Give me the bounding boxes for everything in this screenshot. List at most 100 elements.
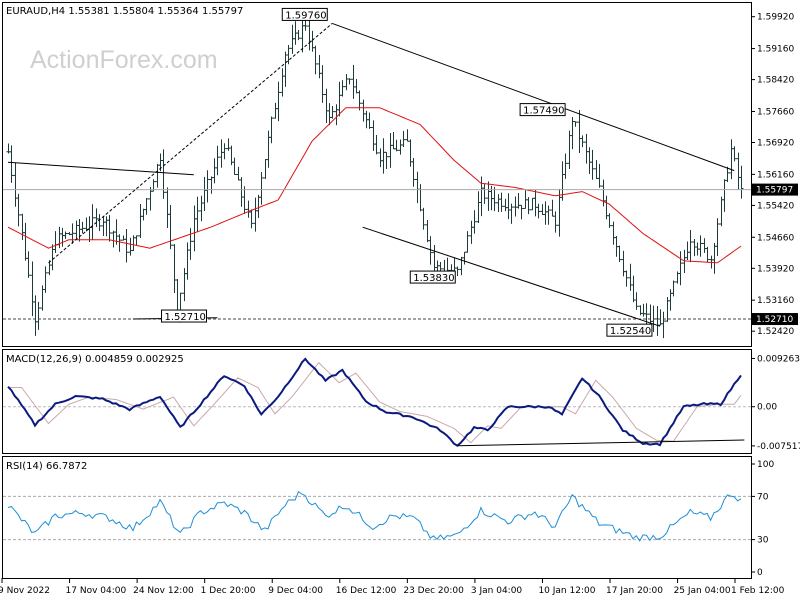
trendline (48, 23, 333, 264)
price-tick-label: 1.53920 (757, 264, 794, 274)
support-level-badge: 1.52710 (752, 313, 798, 326)
ohlc-bar (739, 165, 744, 199)
ohlc-bar (144, 197, 149, 215)
macd-divergence-line (457, 439, 745, 447)
svg-text:1.52710: 1.52710 (756, 315, 793, 325)
ohlc-bar (205, 170, 210, 203)
svg-text:1.59760: 1.59760 (285, 10, 326, 21)
moving-average-line (7, 107, 742, 264)
ohlc-bar (16, 193, 21, 227)
ohlc-bar (330, 106, 335, 119)
ohlc-bar (573, 121, 578, 127)
time-tick-label: 23 Dec 20:00 (403, 586, 464, 596)
ohlc-bar (465, 231, 470, 253)
ohlc-bar (401, 130, 406, 148)
ohlc-bar (286, 44, 291, 65)
price-tick-label: 1.53160 (757, 296, 794, 306)
price-tick-label: 1.52420 (757, 327, 794, 337)
ohlc-bar (276, 81, 281, 122)
ohlc-bar (97, 214, 102, 232)
ohlc-bar (526, 197, 531, 215)
ohlc-bar (678, 251, 683, 286)
time-tick-label: 9 Nov 2022 (0, 586, 50, 596)
price-tick-label: 1.56920 (757, 139, 794, 149)
trendline (332, 22, 735, 172)
trendline (7, 161, 194, 176)
ohlc-bar (384, 151, 389, 170)
time-tick-label: 24 Nov 12:00 (133, 586, 194, 596)
ohlc-bar (509, 203, 514, 224)
trendline (362, 226, 661, 327)
ohlc-bar (725, 166, 730, 183)
ohlc-bar (26, 251, 31, 278)
macd-title: MACD(12,26,9) 0.004859 0.002925 (6, 354, 184, 365)
ohlc-bar (455, 266, 460, 277)
ohlc-bar (374, 134, 379, 155)
price-tick-label: 1.56160 (757, 170, 794, 180)
ohlc-bar (232, 157, 237, 175)
ohlc-bar (269, 116, 274, 144)
ohlc-bar (553, 211, 558, 233)
ohlc-high: 1.55804 (113, 6, 154, 17)
ohlc-bar (249, 209, 254, 229)
ohlc-bar (161, 149, 166, 199)
ohlc-bar (492, 186, 497, 212)
time-tick-label: 25 Jan 04:00 (674, 586, 731, 596)
ohlc-bar (215, 145, 220, 176)
pivot-price-label: 1.53830 (409, 270, 456, 284)
rsi-tick-label: 100 (757, 460, 774, 470)
macd-panel (2, 349, 752, 454)
ohlc-bar (624, 270, 629, 287)
ohlc-close: 1.55797 (202, 6, 243, 17)
price-tick-label: 1.57660 (757, 107, 794, 117)
pivot-price-label: 1.52710 (161, 309, 208, 323)
svg-text:1.52540: 1.52540 (610, 326, 651, 337)
ohlc-bar (320, 65, 325, 103)
rsi-panel (2, 456, 752, 579)
timeframe-label: H4 (51, 6, 65, 17)
ohlc-bar (472, 210, 477, 234)
price-tick-label: 1.55420 (757, 201, 794, 211)
ohlc-bar (303, 20, 308, 31)
ohlc-bar (313, 45, 318, 75)
pivot-price-label: 1.52540 (606, 323, 653, 337)
ohlc-bar (607, 213, 612, 228)
ohlc-bar (63, 231, 68, 239)
macd-tick-label: 0.00 (757, 403, 777, 413)
symbol-label: EURAUD (6, 6, 48, 17)
ohlc-bar (732, 146, 737, 162)
time-tick-label: 17 Nov 04:00 (66, 586, 127, 596)
ohlc-bar (499, 192, 504, 212)
ohlc-bar (134, 235, 139, 246)
ohlc-bar (70, 223, 75, 244)
ohlc-bar (421, 207, 426, 230)
ohlc-bar (519, 204, 524, 220)
ohlc-bar (124, 228, 129, 263)
macd-tick-label: 0.009263 (757, 354, 800, 364)
macd-tick-label: -0.007517 (757, 442, 800, 452)
pivot-price-label: 1.57490 (519, 103, 566, 117)
ohlc-bar (563, 153, 568, 179)
ohlc-bar (705, 246, 710, 263)
ohlc-bar (715, 218, 720, 256)
watermark: ActionForex.com (30, 46, 218, 74)
ohlc-header: EURAUD,H4 1.55381 1.55804 1.55364 1.5579… (6, 6, 243, 17)
rsi-line (7, 490, 742, 542)
price-tick-label: 1.58420 (757, 76, 794, 86)
macd-main-line (7, 357, 742, 447)
pivot-price-label: 1.59760 (281, 7, 328, 21)
ohlc-bar (296, 29, 301, 41)
ohlc-bar (80, 221, 85, 234)
rsi-title: RSI(14) 66.7872 (6, 461, 87, 472)
ohlc-bar (340, 80, 345, 97)
rsi-tick-label: 0 (757, 568, 763, 578)
ohlc-bar (590, 149, 595, 180)
ohlc-bar (195, 196, 200, 232)
ohlc-bar (43, 266, 48, 293)
ohlc-bar (367, 112, 372, 129)
svg-text:1.52710: 1.52710 (165, 312, 206, 323)
price-tick-label: 1.59920 (757, 13, 794, 23)
time-tick-label: 10 Jan 12:00 (538, 586, 595, 596)
current-price-badge: 1.55797 (752, 183, 798, 196)
